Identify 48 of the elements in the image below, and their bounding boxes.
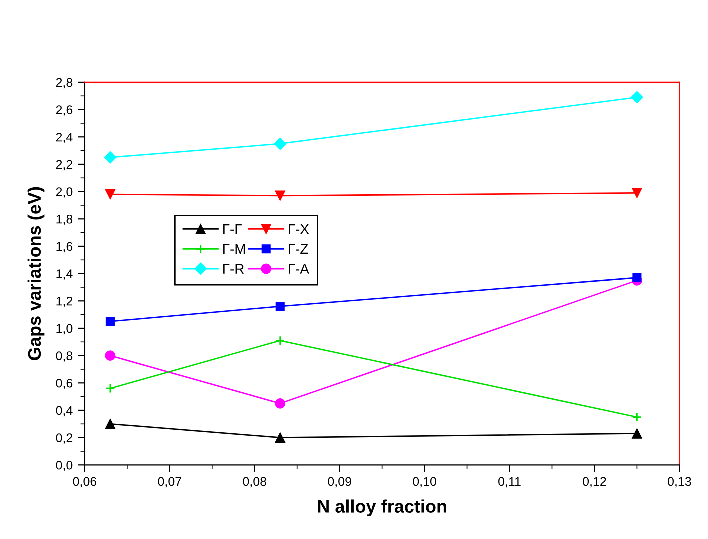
- x-tick-label: 0,07: [158, 477, 182, 488]
- y-tick-label: 0,4: [56, 406, 73, 417]
- point: [106, 384, 116, 394]
- point: [105, 350, 116, 362]
- point: [275, 432, 286, 444]
- legend-label: Γ-X: [289, 224, 310, 234]
- legend-label: Γ-Z: [289, 244, 308, 254]
- y-tick-label: 1,8: [56, 214, 73, 226]
- y-tick-label: 2,2: [56, 160, 73, 171]
- point: [632, 428, 642, 439]
- y-axis-title: Gaps variations (eV): [28, 187, 45, 360]
- y-tick-label: 2,6: [56, 106, 73, 116]
- y-tick-label: 0,8: [56, 352, 73, 362]
- point: [274, 138, 287, 150]
- point: [632, 412, 642, 422]
- y-tick-label: 2,4: [56, 132, 73, 144]
- legend-label: Γ-R: [224, 264, 244, 274]
- y-tick-label: 1,4: [56, 270, 73, 280]
- x-tick-label: 0,13: [668, 477, 692, 488]
- legend-label: Γ-Γ: [224, 224, 242, 234]
- y-tick-label: 1,2: [56, 296, 73, 308]
- x-tick-label: 0,10: [413, 477, 436, 488]
- point: [105, 418, 116, 430]
- y-tick-label: 0,6: [56, 378, 73, 390]
- point: [630, 91, 644, 104]
- point: [104, 151, 117, 164]
- point: [275, 190, 286, 202]
- point: [275, 398, 286, 409]
- x-tick-label: 0,11: [498, 477, 521, 488]
- x-tick-label: 0,08: [243, 477, 266, 488]
- y-tick-label: 2,0: [56, 188, 73, 198]
- y-tick-label: 0,0: [56, 460, 73, 472]
- point: [276, 336, 286, 346]
- point: [632, 188, 642, 198]
- y-tick-label: 1,6: [56, 242, 73, 253]
- y-tick-label: 1,0: [56, 324, 73, 335]
- legend-label: Γ-M: [224, 244, 246, 254]
- point: [276, 302, 285, 312]
- y-tick-label: 0,2: [56, 434, 73, 444]
- legend-label: Γ-A: [289, 264, 310, 274]
- point: [105, 189, 116, 200]
- point: [632, 273, 642, 282]
- x-axis-title: N alloy fraction: [318, 500, 446, 517]
- x-tick-label: 0,09: [328, 477, 352, 488]
- point: [106, 317, 115, 326]
- y-tick-label: 2,8: [56, 78, 73, 89]
- x-tick-label: 0,12: [583, 477, 606, 488]
- x-tick-label: 0,06: [73, 477, 97, 488]
